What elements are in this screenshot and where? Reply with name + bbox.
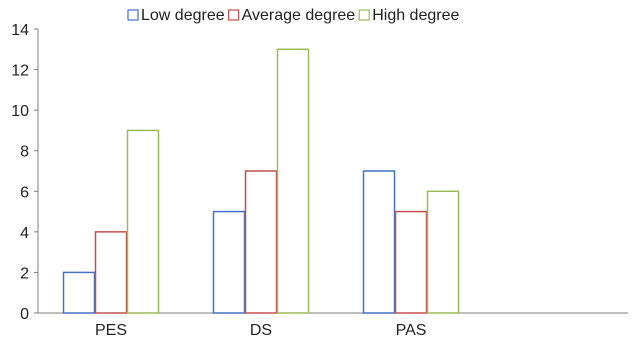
bars <box>62 48 460 314</box>
y-tick-label: 4 <box>20 225 29 242</box>
y-tick-label: 14 <box>11 22 29 39</box>
y-axis: 0 2 4 6 8 10 12 14 <box>11 22 39 323</box>
y-tick-label: 6 <box>20 184 29 201</box>
bar-ds-high-degree <box>276 48 310 314</box>
bar-pas-high-degree <box>426 190 460 314</box>
legend: Low degree Average degree High degree <box>127 7 459 24</box>
legend-swatch <box>127 9 139 21</box>
bar-pes-low-degree <box>62 271 96 314</box>
bar-ds-low-degree <box>212 210 246 314</box>
y-tick-label: 10 <box>11 103 29 120</box>
bar-pes-high-degree <box>126 129 160 314</box>
x-tick-label: DS <box>250 322 272 337</box>
y-tick-label: 12 <box>11 63 29 80</box>
y-tick-label: 0 <box>20 306 29 323</box>
bar-ds-average-degree <box>244 170 278 314</box>
y-tick-label: 8 <box>20 144 29 161</box>
legend-swatch <box>228 9 240 21</box>
bar-pes-average-degree <box>94 231 128 314</box>
legend-label: High degree <box>372 7 459 24</box>
legend-label: Average degree <box>242 7 356 24</box>
x-tick-label: PES <box>95 322 127 337</box>
x-tick-label: PAS <box>396 322 427 337</box>
x-axis: PES DS PAS <box>38 312 628 337</box>
y-tick-label: 2 <box>20 265 29 282</box>
legend-label: Low degree <box>141 7 225 24</box>
bar-pas-low-degree <box>362 170 396 314</box>
bar-pas-average-degree <box>394 210 428 314</box>
legend-swatch <box>358 9 370 21</box>
